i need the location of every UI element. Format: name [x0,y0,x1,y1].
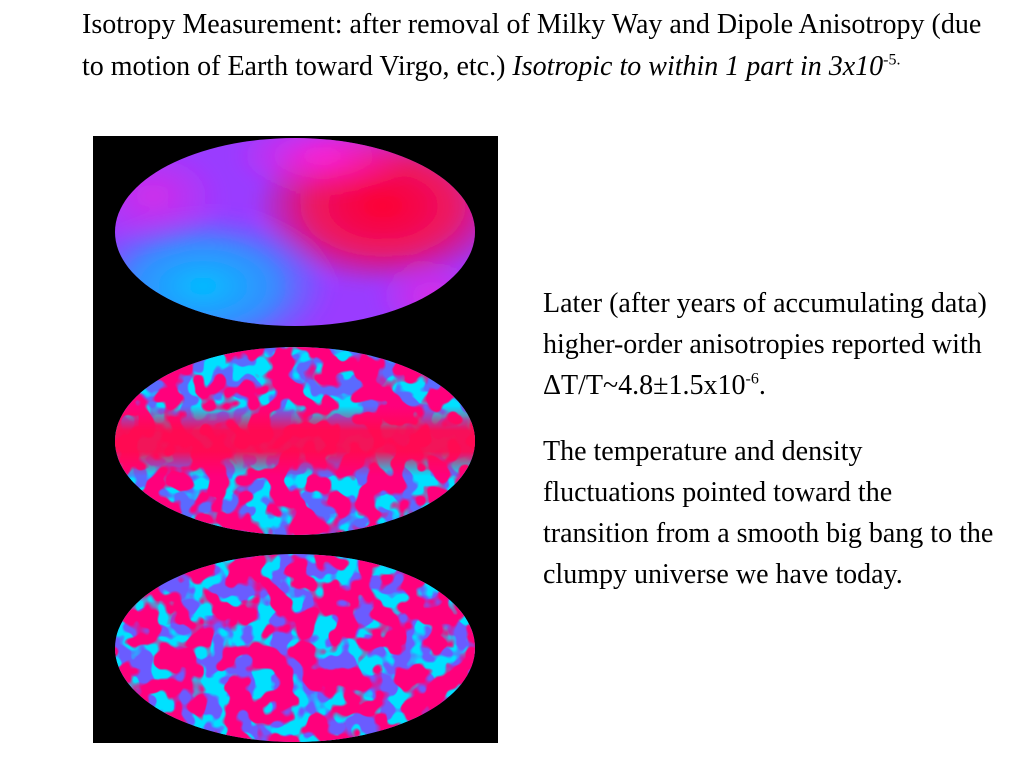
title-text: Isotropy Measurement: after removal of M… [82,9,982,82]
note-period: . [758,370,766,401]
note-exponent: -6 [745,370,759,388]
cmb-fluctuations-map [115,554,475,742]
title-exponent: -5. [883,51,901,69]
dipole-anisotropy-map [115,138,475,326]
notes-text: Later (after years of accumulating data)… [543,283,998,595]
title-italic-text: Isotropic to within 1 part in 3x10 [512,51,884,82]
note-fluctuations: The temperature and density fluctuations… [543,436,994,590]
note-anisotropies: Later (after years of accumulating data)… [543,283,998,406]
milky-way-anisotropy-map [115,347,475,535]
sky-maps-figure [93,136,498,743]
slide-title: Isotropy Measurement: after removal of M… [82,4,982,88]
note-anisotropies-text: Later (after years of accumulating data)… [543,288,987,401]
